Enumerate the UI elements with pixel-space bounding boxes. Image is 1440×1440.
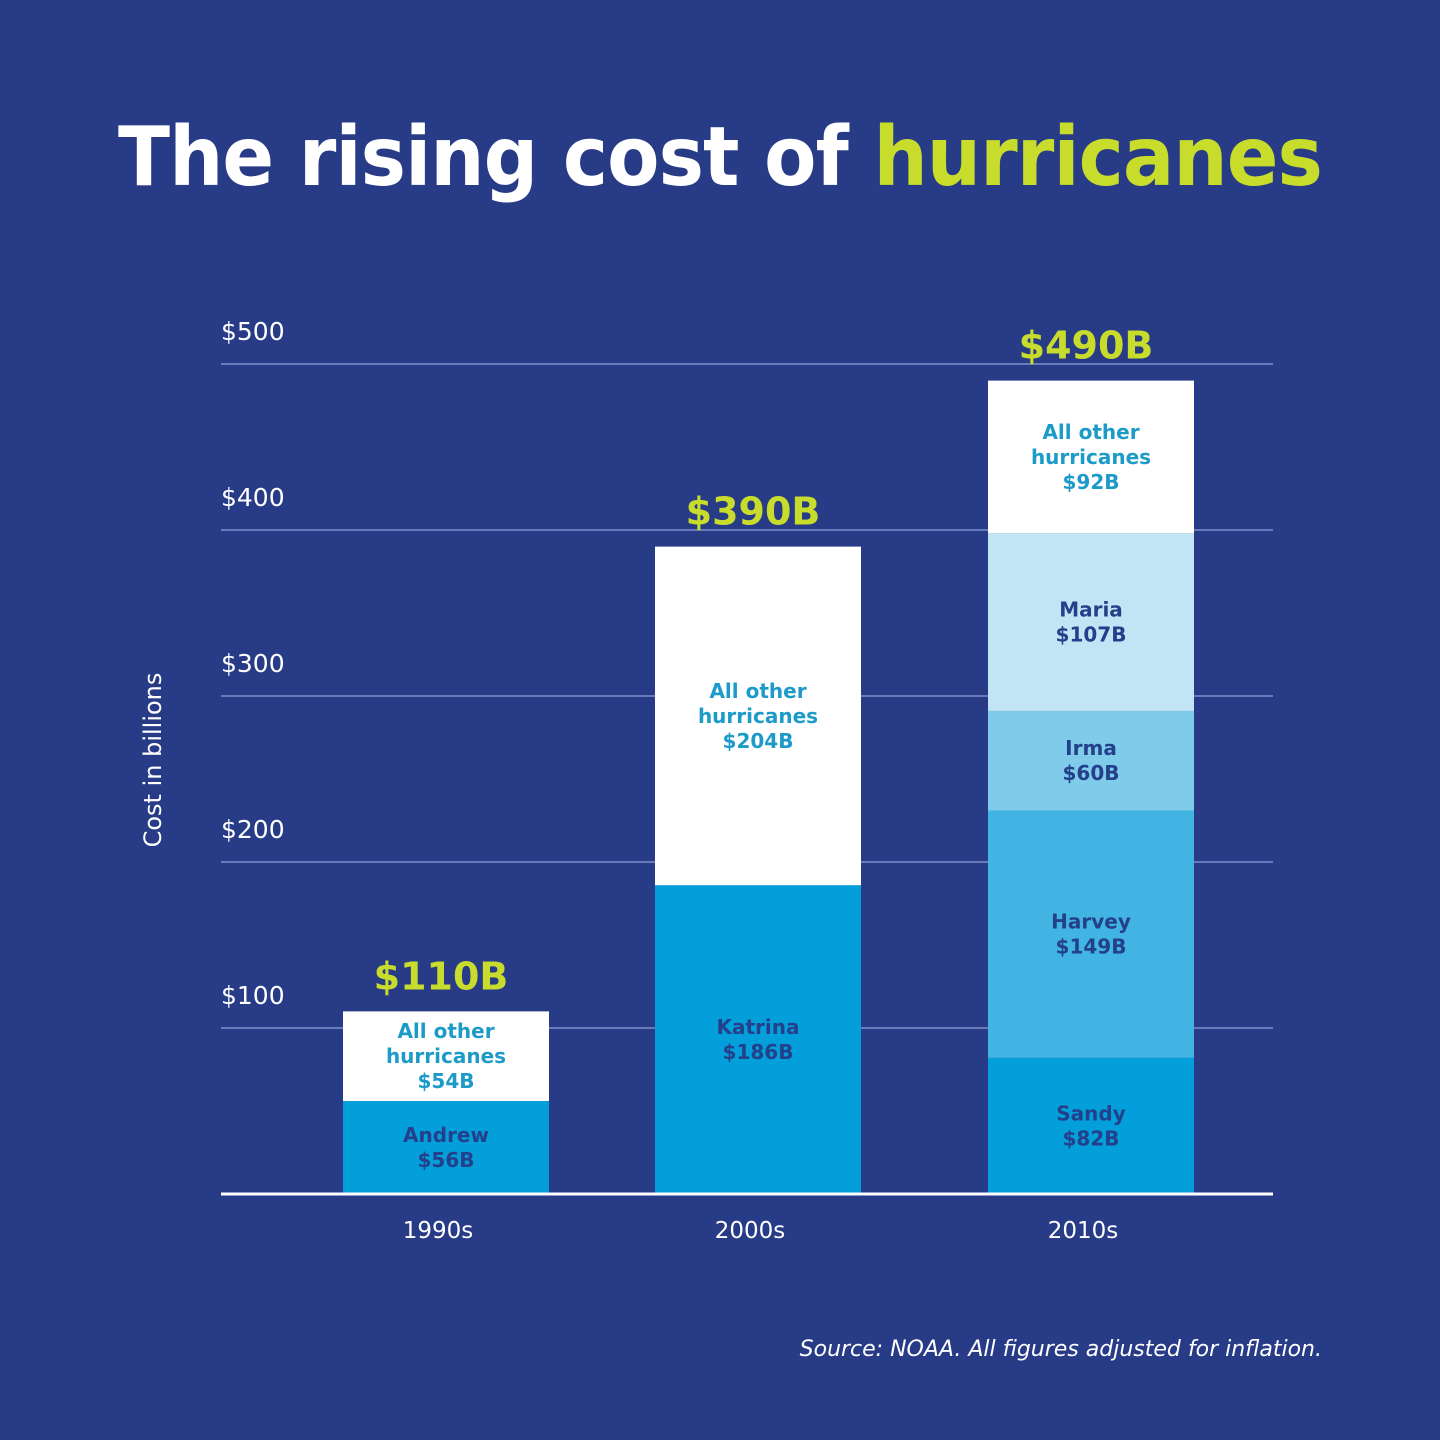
segment-name: Irma [1065,736,1117,760]
segment-value-label: $60B [1063,761,1120,785]
y-tick-label: $200 [221,815,285,844]
y-tick-labels: $100 $200 $300 $400 $500 [221,317,285,1010]
bar-segment [343,1011,549,1102]
y-axis-label: Cost in billions [139,673,167,848]
x-tick-label: 2010s [1048,1218,1119,1244]
segment-value-label: $54B [418,1069,475,1093]
total-label: $390B [686,490,821,534]
segment-value-label: $82B [1063,1126,1120,1150]
segment-name: All other [709,679,806,703]
segment-name: hurricanes [1031,445,1151,469]
x-tick-label: 1990s [403,1218,474,1244]
segment-value-label: $186B [723,1040,794,1064]
total-label: $490B [1019,324,1154,368]
y-tick-label: $500 [221,317,285,346]
y-tick-label: $100 [221,981,285,1010]
segment-name: Harvey [1051,910,1131,934]
segment-name: All other [1042,420,1139,444]
segment-name: All other [397,1019,494,1043]
segment-value-label: $56B [418,1148,475,1172]
title-part-1: The rising cost of [118,110,873,205]
bar-segment [343,1101,549,1194]
bar-2010s: Sandy$82B Harvey$149B Irma$60B Maria$107B Al… [988,324,1194,1194]
bar-segment [988,1057,1194,1194]
segment-value-label: $92B [1063,470,1120,494]
segment-name: Sandy [1056,1101,1126,1125]
x-tick-labels: 1990s 2000s 2010s [403,1218,1119,1244]
segment-name: Katrina [716,1015,799,1039]
segment-name: Maria [1059,598,1123,622]
chart-title: The rising cost of hurricanes [118,110,1322,205]
y-tick-label: $300 [221,649,285,678]
segment-name: hurricanes [698,704,818,728]
bar-segment [988,710,1194,811]
bar-segment [988,380,1194,534]
bar-segment [655,546,861,886]
segment-value-label: $107B [1056,623,1127,647]
title-part-2-highlight: hurricanes [873,110,1322,205]
segment-value-label: $204B [723,729,794,753]
bar-segment [988,533,1194,711]
segment-name: Andrew [403,1123,489,1147]
source-note: Source: NOAA. All figures adjusted for i… [800,1337,1322,1362]
segment-name: hurricanes [386,1044,506,1068]
segment-value-label: $149B [1056,935,1127,959]
x-tick-label: 2000s [715,1218,786,1244]
y-tick-label: $400 [221,483,285,512]
bar-segment [988,810,1194,1058]
bar-segment [655,885,861,1194]
total-label: $110B [374,954,509,998]
